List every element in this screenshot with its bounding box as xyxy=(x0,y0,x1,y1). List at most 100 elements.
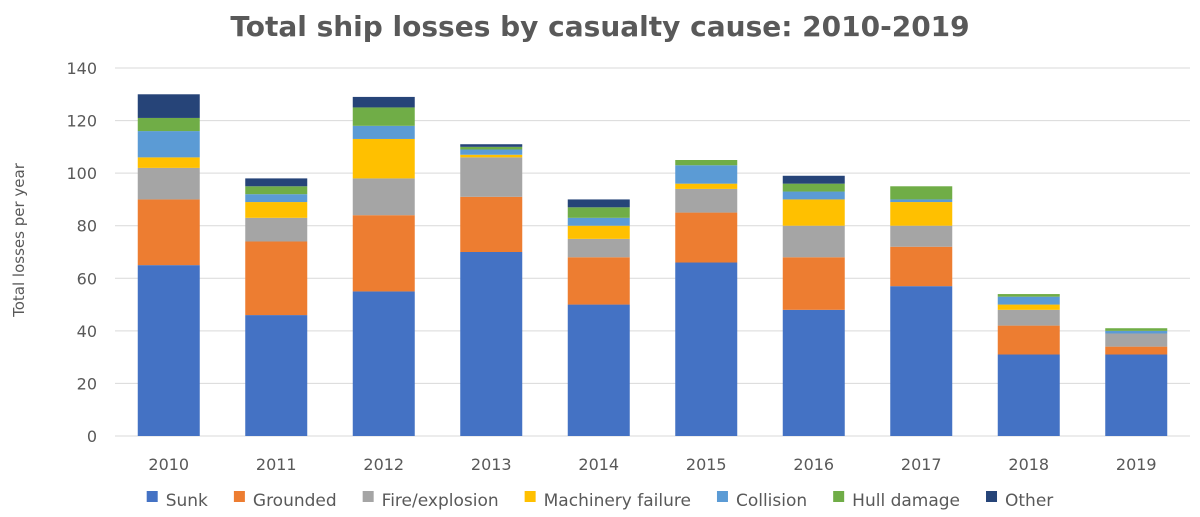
bar-stack-2010: Sunk 2010: 65Grounded 2010: 25Fire/explo… xyxy=(137,94,200,436)
bar-stack-2015: Sunk 2015: 66Grounded 2015: 19Fire/explo… xyxy=(675,160,738,436)
bars: Sunk 2010: 65Grounded 2010: 25Fire/explo… xyxy=(137,94,1168,436)
y-tick-label: 0 xyxy=(87,427,97,446)
bar-segment-machinery-failure: Machinery failure 2017: 9 xyxy=(890,202,953,226)
legend-label: Sunk xyxy=(166,491,208,511)
bar-segment-sunk: Sunk 2018: 31 xyxy=(997,354,1060,436)
bar-segment-sunk: Sunk 2013: 70 xyxy=(460,252,523,436)
bar-stack-2018: Sunk 2018: 31Grounded 2018: 11Fire/explo… xyxy=(997,294,1060,436)
bar-segment-other: Other 2010: 9 xyxy=(137,94,200,118)
legend-label: Fire/explosion xyxy=(382,491,499,511)
legend-swatch xyxy=(833,491,845,502)
bar-segment-machinery-failure: Machinery failure 2016: 10 xyxy=(782,199,845,226)
bar-segment-other: Other 2016: 3 xyxy=(782,175,845,184)
bar-segment-fire-explosion: Fire/explosion 2011: 9 xyxy=(245,217,308,242)
x-tick-label: 2011 xyxy=(256,455,297,474)
bar-segment-grounded: Grounded 2011: 28 xyxy=(245,241,308,316)
bar-segment-grounded: Grounded 2012: 29 xyxy=(352,215,415,292)
bar-segment-machinery-failure: Machinery failure 2010: 4 xyxy=(137,157,200,168)
bar-segment-other: Other 2012: 4 xyxy=(352,96,415,108)
bar-segment-machinery-failure: Machinery failure 2011: 6 xyxy=(245,202,308,218)
bar-segment-grounded: Grounded 2018: 11 xyxy=(997,325,1060,355)
bar-segment-grounded: Grounded 2016: 20 xyxy=(782,257,845,310)
bar-segment-sunk: Sunk 2010: 65 xyxy=(137,265,200,436)
bar-stack-2014: Sunk 2014: 50Grounded 2014: 18Fire/explo… xyxy=(567,199,630,436)
bar-segment-sunk: Sunk 2017: 57 xyxy=(890,286,953,436)
bar-segment-fire-explosion: Fire/explosion 2018: 6 xyxy=(997,309,1060,326)
bar-stack-2019: Sunk 2019: 31Grounded 2019: 3Fire/explos… xyxy=(1105,328,1168,436)
y-tick-label: 60 xyxy=(77,269,97,288)
bar-segment-collision: Collision 2014: 3 xyxy=(567,217,630,226)
bar-segment-hull-damage: Hull damage 2014: 4 xyxy=(567,207,630,218)
x-tick-label: 2017 xyxy=(901,455,942,474)
bar-segment-sunk: Sunk 2011: 46 xyxy=(245,315,308,436)
bar-segment-sunk: Sunk 2019: 31 xyxy=(1105,354,1168,436)
legend-item: Other xyxy=(986,491,1053,511)
bar-segment-machinery-failure: Machinery failure 2012: 15 xyxy=(352,138,415,179)
bar-segment-sunk: Sunk 2014: 50 xyxy=(567,304,630,436)
bar-segment-collision: Collision 2010: 10 xyxy=(137,131,200,158)
bar-segment-grounded: Grounded 2014: 18 xyxy=(567,257,630,305)
y-tick-label: 120 xyxy=(66,112,97,131)
bar-segment-other: Other 2011: 3 xyxy=(245,178,308,187)
bar-segment-machinery-failure: Machinery failure 2015: 2 xyxy=(675,183,738,189)
legend-item: Collision xyxy=(716,491,807,511)
x-axis-ticks: 2010 2011 2012 2013 2014 2015 2016 2017 2018 2019 xyxy=(148,455,1156,474)
bar-segment-hull-damage: Hull damage 2011: 3 xyxy=(245,186,308,195)
bar-stack-2017: Sunk 2017: 57Grounded 2017: 15Fire/explo… xyxy=(890,186,953,436)
bar-segment-sunk: Sunk 2016: 48 xyxy=(782,309,845,436)
x-tick-label: 2018 xyxy=(1008,455,1049,474)
bar-segment-collision: Collision 2013: 2 xyxy=(460,149,523,155)
bar-segment-fire-explosion: Fire/explosion 2015: 9 xyxy=(675,188,738,213)
legend-label: Collision xyxy=(736,491,807,511)
x-tick-label: 2019 xyxy=(1116,455,1157,474)
bar-segment-hull-damage: Hull damage 2015: 2 xyxy=(675,160,738,166)
bar-segment-collision: Collision 2016: 3 xyxy=(782,191,845,200)
bar-segment-hull-damage: Hull damage 2017: 5 xyxy=(890,186,953,200)
bar-segment-hull-damage: Hull damage 2012: 7 xyxy=(352,107,415,126)
bar-segment-other: Other 2014: 3 xyxy=(567,199,630,208)
bar-segment-collision: Collision 2011: 3 xyxy=(245,194,308,203)
bar-segment-grounded: Grounded 2010: 25 xyxy=(137,199,200,266)
bar-segment-hull-damage: Hull damage 2018: 1 xyxy=(997,294,1060,297)
bar-segment-grounded: Grounded 2013: 21 xyxy=(460,196,523,252)
bar-segment-collision: Collision 2019: 1 xyxy=(1105,330,1168,334)
legend-label: Other xyxy=(1005,491,1053,511)
x-tick-label: 2014 xyxy=(578,455,619,474)
legend-swatch xyxy=(233,491,245,502)
x-tick-label: 2013 xyxy=(471,455,512,474)
bar-segment-hull-damage: Hull damage 2010: 5 xyxy=(137,117,200,132)
bar-stack-2016: Sunk 2016: 48Grounded 2016: 20Fire/explo… xyxy=(782,175,845,436)
bar-segment-fire-explosion: Fire/explosion 2012: 14 xyxy=(352,178,415,216)
bar-segment-grounded: Grounded 2017: 15 xyxy=(890,246,953,287)
legend-label: Machinery failure xyxy=(544,491,691,511)
bar-segment-collision: Collision 2012: 5 xyxy=(352,125,415,139)
bar-segment-machinery-failure: Machinery failure 2018: 2 xyxy=(997,304,1060,310)
bar-stack-2013: Sunk 2013: 70Grounded 2013: 21Fire/explo… xyxy=(460,144,523,436)
legend-item: Hull damage xyxy=(833,491,960,511)
legend-swatch xyxy=(146,491,158,502)
bar-segment-fire-explosion: Fire/explosion 2014: 7 xyxy=(567,238,630,258)
bar-segment-sunk: Sunk 2015: 66 xyxy=(675,262,738,436)
bar-segment-grounded: Grounded 2015: 19 xyxy=(675,212,738,263)
x-tick-label: 2015 xyxy=(686,455,727,474)
legend-swatch xyxy=(986,491,998,502)
legend-item: Machinery failure xyxy=(524,491,691,511)
bar-segment-fire-explosion: Fire/explosion 2019: 5 xyxy=(1105,333,1168,347)
bar-segment-fire-explosion: Fire/explosion 2010: 12 xyxy=(137,167,200,200)
legend-label: Hull damage xyxy=(852,491,960,511)
bar-segment-fire-explosion: Fire/explosion 2017: 8 xyxy=(890,225,953,247)
bar-segment-grounded: Grounded 2019: 3 xyxy=(1105,346,1168,355)
legend-label: Grounded xyxy=(253,491,337,511)
bar-stack-2011: Sunk 2011: 46Grounded 2011: 28Fire/explo… xyxy=(245,178,308,436)
bar-segment-other: Other 2013: 1 xyxy=(460,144,523,147)
x-tick-label: 2010 xyxy=(148,455,189,474)
legend-swatch xyxy=(362,491,374,502)
legend: Sunk Grounded Fire/explosion Machinery fail… xyxy=(146,491,1053,511)
bar-segment-fire-explosion: Fire/explosion 2013: 15 xyxy=(460,157,523,197)
y-tick-label: 80 xyxy=(77,217,97,236)
y-tick-label: 100 xyxy=(66,164,97,183)
y-tick-label: 40 xyxy=(77,322,97,341)
x-tick-label: 2016 xyxy=(793,455,834,474)
